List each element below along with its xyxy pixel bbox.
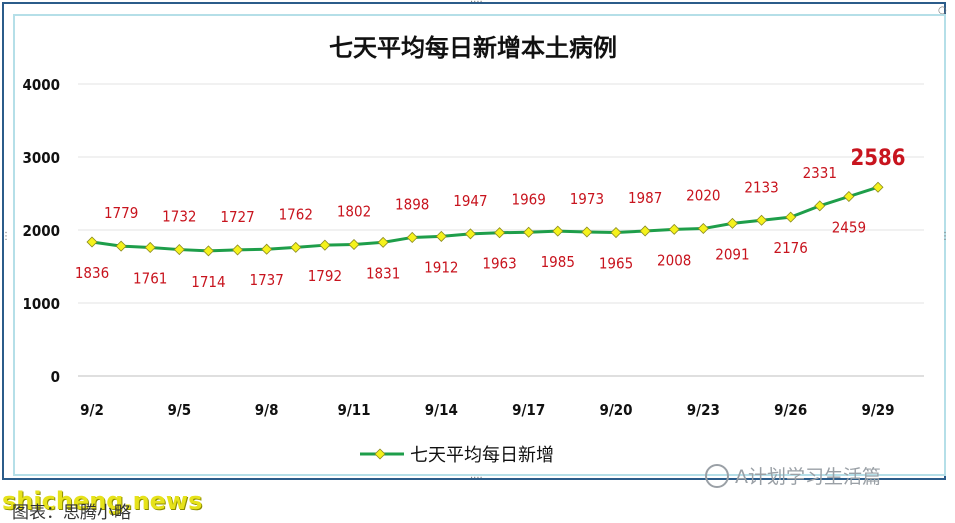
data-point bbox=[494, 227, 506, 239]
y-tick-label: 2000 bbox=[22, 222, 60, 240]
y-tick-label: 1000 bbox=[22, 295, 60, 313]
data-point bbox=[173, 244, 185, 256]
resize-handle-top[interactable]: ···· bbox=[470, 0, 483, 8]
data-label: 1792 bbox=[308, 267, 342, 285]
legend-marker-swatch bbox=[374, 448, 386, 460]
data-label: 2133 bbox=[744, 178, 778, 196]
data-label: 1802 bbox=[337, 202, 371, 220]
data-point bbox=[86, 236, 98, 248]
x-tick-label: 9/8 bbox=[255, 401, 279, 419]
data-point bbox=[464, 228, 476, 240]
wechat-icon bbox=[705, 463, 729, 488]
data-label: 1969 bbox=[511, 190, 545, 208]
figure-caption: 图表：思腾小略 bbox=[12, 503, 131, 523]
data-label: 1965 bbox=[599, 255, 633, 273]
site-watermark: shicheng.news bbox=[2, 487, 203, 515]
data-point bbox=[406, 231, 418, 243]
data-label: 1761 bbox=[133, 269, 167, 287]
data-point bbox=[726, 217, 738, 229]
data-point bbox=[377, 236, 389, 248]
y-tick-label: 0 bbox=[51, 368, 60, 386]
data-label: 1727 bbox=[220, 208, 254, 226]
data-label: 1985 bbox=[541, 253, 575, 271]
data-point bbox=[785, 211, 797, 223]
data-point bbox=[639, 225, 651, 237]
x-tick-label: 9/26 bbox=[774, 401, 807, 419]
data-label: 1836 bbox=[75, 264, 109, 282]
data-label: 2459 bbox=[832, 218, 866, 236]
data-point bbox=[232, 244, 244, 256]
x-tick-label: 9/2 bbox=[80, 401, 104, 419]
resize-handle-left[interactable]: ⋮ bbox=[1, 231, 11, 242]
data-point bbox=[319, 239, 331, 251]
resize-handle-right[interactable]: ⋮ bbox=[940, 231, 950, 242]
data-point bbox=[814, 200, 826, 212]
data-point bbox=[115, 240, 127, 252]
data-label: 2091 bbox=[715, 245, 749, 263]
data-label: 1762 bbox=[279, 205, 313, 223]
x-tick-label: 9/14 bbox=[425, 401, 458, 419]
data-point bbox=[552, 225, 564, 237]
data-label: 1714 bbox=[191, 273, 225, 291]
data-point bbox=[668, 223, 680, 235]
data-label: 2020 bbox=[686, 187, 720, 205]
data-label: 1963 bbox=[482, 255, 516, 273]
data-label: 1737 bbox=[249, 271, 283, 289]
y-tick-label: 3000 bbox=[22, 149, 60, 167]
series-line bbox=[91, 185, 879, 253]
data-point bbox=[144, 241, 156, 253]
data-label: 2008 bbox=[657, 251, 691, 269]
data-point bbox=[843, 190, 855, 203]
data-label: 1779 bbox=[104, 204, 138, 222]
data-point bbox=[348, 238, 360, 250]
data-label: 1947 bbox=[453, 192, 487, 210]
data-point bbox=[756, 214, 768, 226]
data-point bbox=[872, 181, 884, 193]
data-point bbox=[435, 230, 447, 242]
data-point bbox=[202, 245, 214, 257]
data-label: 2176 bbox=[773, 239, 807, 257]
data-label: 2331 bbox=[803, 164, 837, 182]
data-label: 1898 bbox=[395, 195, 429, 213]
data-label: 1987 bbox=[628, 189, 662, 207]
x-tick-label: 9/23 bbox=[687, 401, 720, 419]
y-tick-label: 4000 bbox=[22, 76, 60, 94]
resize-handle-bottom[interactable]: ···· bbox=[470, 473, 483, 484]
chart-area-border bbox=[13, 14, 946, 476]
data-point bbox=[697, 223, 709, 235]
data-label: 1912 bbox=[424, 258, 458, 276]
data-point bbox=[610, 227, 622, 239]
wechat-watermark: A计划学习生活篇 bbox=[705, 462, 881, 489]
data-label: 1973 bbox=[570, 190, 604, 208]
legend-label: 七天平均每日新增 bbox=[410, 445, 554, 466]
chart-frame bbox=[2, 2, 946, 480]
data-label: 2586 bbox=[850, 146, 905, 171]
data-point bbox=[523, 226, 535, 238]
chart-title: 七天平均每日新增本土病例 bbox=[329, 34, 617, 62]
resize-handle-top-right[interactable]: ○ bbox=[938, 5, 947, 16]
x-tick-label: 9/17 bbox=[512, 401, 545, 419]
data-point bbox=[290, 241, 302, 253]
legend: 七天平均每日新增 bbox=[360, 445, 554, 466]
data-point bbox=[581, 226, 593, 238]
x-tick-label: 9/11 bbox=[337, 401, 370, 419]
wechat-watermark-text: A计划学习生活篇 bbox=[735, 466, 881, 488]
data-point bbox=[261, 243, 273, 255]
x-tick-label: 9/20 bbox=[599, 401, 632, 419]
x-tick-label: 9/5 bbox=[167, 401, 191, 419]
data-label: 1732 bbox=[162, 208, 196, 226]
data-label: 1831 bbox=[366, 264, 400, 282]
x-tick-label: 9/29 bbox=[861, 401, 894, 419]
